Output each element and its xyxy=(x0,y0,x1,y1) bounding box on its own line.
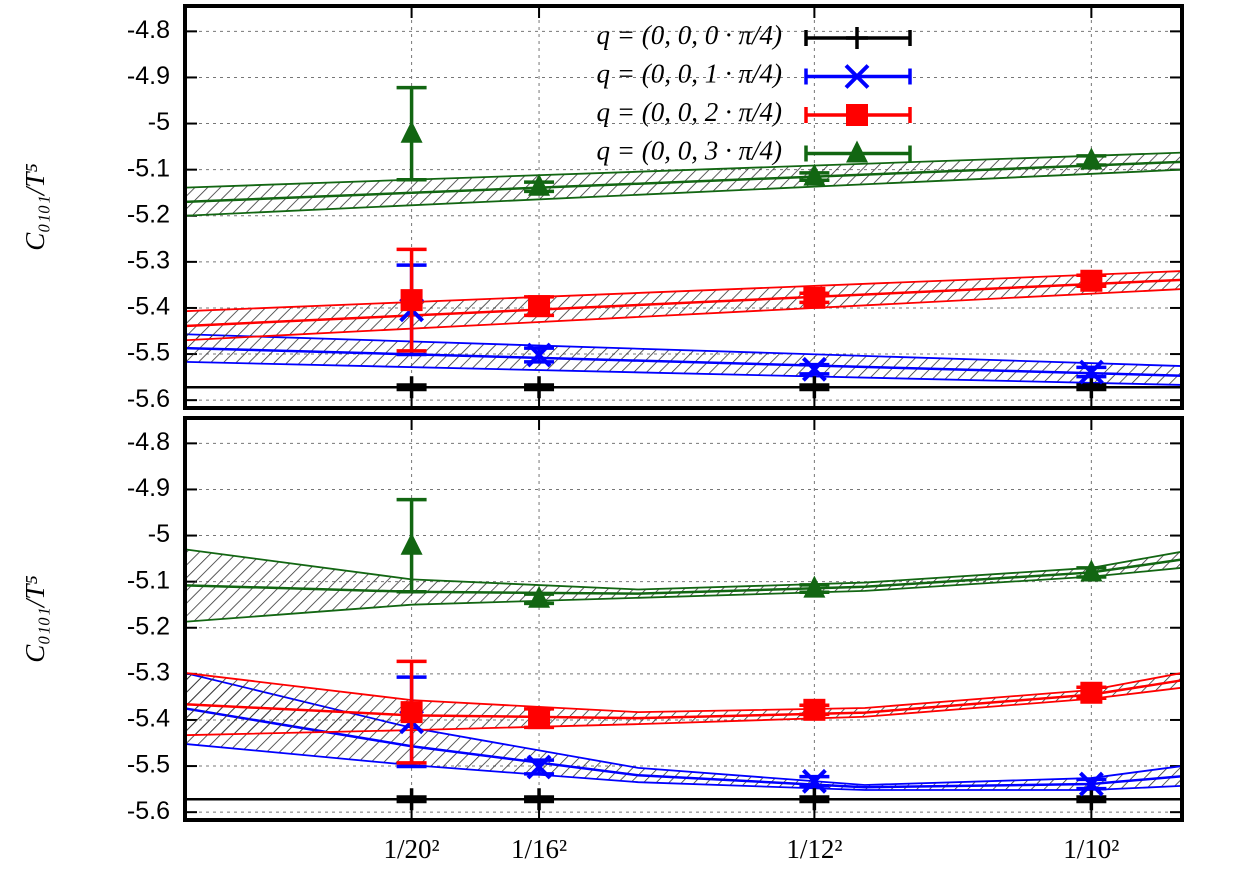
y-tick-label: -5.2 xyxy=(127,612,170,640)
fit-band xyxy=(185,672,1182,791)
marker xyxy=(801,768,827,794)
y-tick-label: -5 xyxy=(148,520,170,548)
y-tick-label: -5.4 xyxy=(127,293,170,321)
legend-label: q = (0, 0, 1 · π/4) xyxy=(597,59,782,89)
marker xyxy=(801,356,827,382)
y-tick-label: -5 xyxy=(148,108,170,136)
marker xyxy=(528,376,551,399)
fit-center xyxy=(184,679,1183,720)
x-tick-label: 1/16² xyxy=(511,834,567,864)
y-tick-label: -4.9 xyxy=(127,62,170,90)
fit-lower xyxy=(184,686,1183,737)
fit-band xyxy=(185,672,1182,736)
y-axis-label: C₀₁₀₁/T⁵ xyxy=(20,163,50,250)
y-tick-label: -5.3 xyxy=(127,246,170,274)
plot-frame xyxy=(183,416,1184,822)
fit-upper xyxy=(184,270,1183,313)
marker xyxy=(526,754,552,780)
y-tick-label: -4.9 xyxy=(127,474,170,502)
marker xyxy=(803,286,826,309)
legend-marker xyxy=(844,64,870,89)
marker xyxy=(803,575,826,598)
legend-marker xyxy=(846,104,868,126)
legend-label: q = (0, 0, 3 · π/4) xyxy=(597,136,782,166)
fit-lower xyxy=(184,168,1183,217)
y-tick-label: -5.1 xyxy=(127,566,170,594)
marker xyxy=(400,120,423,143)
y-tick-label: -5.6 xyxy=(127,797,170,825)
y-tick-label: -5.4 xyxy=(127,705,170,733)
legend-marker xyxy=(846,27,868,49)
y-tick-label: -5.2 xyxy=(127,200,170,228)
y-axis-label: C₀₁₀₁/T⁵ xyxy=(20,575,50,662)
marker xyxy=(803,163,826,186)
marker xyxy=(1080,788,1103,811)
marker xyxy=(400,289,423,312)
marker xyxy=(528,585,551,608)
y-tick-label: -5.6 xyxy=(127,385,170,413)
marker xyxy=(528,295,551,318)
y-tick-label: -5.3 xyxy=(127,658,170,686)
marker xyxy=(400,701,423,724)
fit-center xyxy=(184,346,1183,377)
marker xyxy=(803,376,826,399)
marker xyxy=(1080,147,1103,170)
y-tick-label: -4.8 xyxy=(127,16,170,44)
marker xyxy=(400,788,423,811)
fit-center xyxy=(184,558,1183,595)
x-tick-label: 1/10² xyxy=(1063,834,1119,864)
fit-upper xyxy=(184,548,1183,591)
fit-center xyxy=(184,707,1183,789)
marker xyxy=(1080,681,1103,704)
y-tick-label: -5.5 xyxy=(127,751,170,779)
fit-band xyxy=(185,271,1182,341)
marker xyxy=(803,698,826,721)
fit-lower xyxy=(184,288,1183,342)
legend-label: q = (0, 0, 2 · π/4) xyxy=(597,97,782,127)
fit-upper xyxy=(184,672,1183,714)
fit-center xyxy=(184,278,1183,328)
marker xyxy=(526,342,552,368)
plot-frame xyxy=(183,4,1184,410)
legend-marker xyxy=(846,140,868,163)
marker xyxy=(1078,771,1104,797)
fit-lower xyxy=(184,360,1183,386)
y-tick-label: -4.8 xyxy=(127,428,170,456)
fit-upper xyxy=(184,151,1183,189)
fit-lower xyxy=(184,566,1183,623)
x-tick-label: 1/12² xyxy=(786,834,842,864)
fit-upper xyxy=(184,333,1183,367)
marker xyxy=(803,788,826,811)
marker xyxy=(528,788,551,811)
marker xyxy=(400,532,423,555)
fit-lower xyxy=(184,743,1183,791)
x-tick-label: 1/20² xyxy=(384,834,440,864)
y-tick-label: -5.1 xyxy=(127,154,170,182)
fit-center xyxy=(184,160,1183,204)
fit-band xyxy=(185,152,1182,216)
marker xyxy=(1080,269,1103,292)
marker xyxy=(400,376,423,399)
fit-band xyxy=(185,334,1182,385)
marker xyxy=(1080,376,1103,399)
marker xyxy=(1078,359,1104,385)
marker xyxy=(528,173,551,196)
legend-label: q = (0, 0, 0 · π/4) xyxy=(597,20,782,50)
marker xyxy=(528,707,551,730)
marker xyxy=(1080,559,1103,582)
y-tick-label: -5.5 xyxy=(127,339,170,367)
